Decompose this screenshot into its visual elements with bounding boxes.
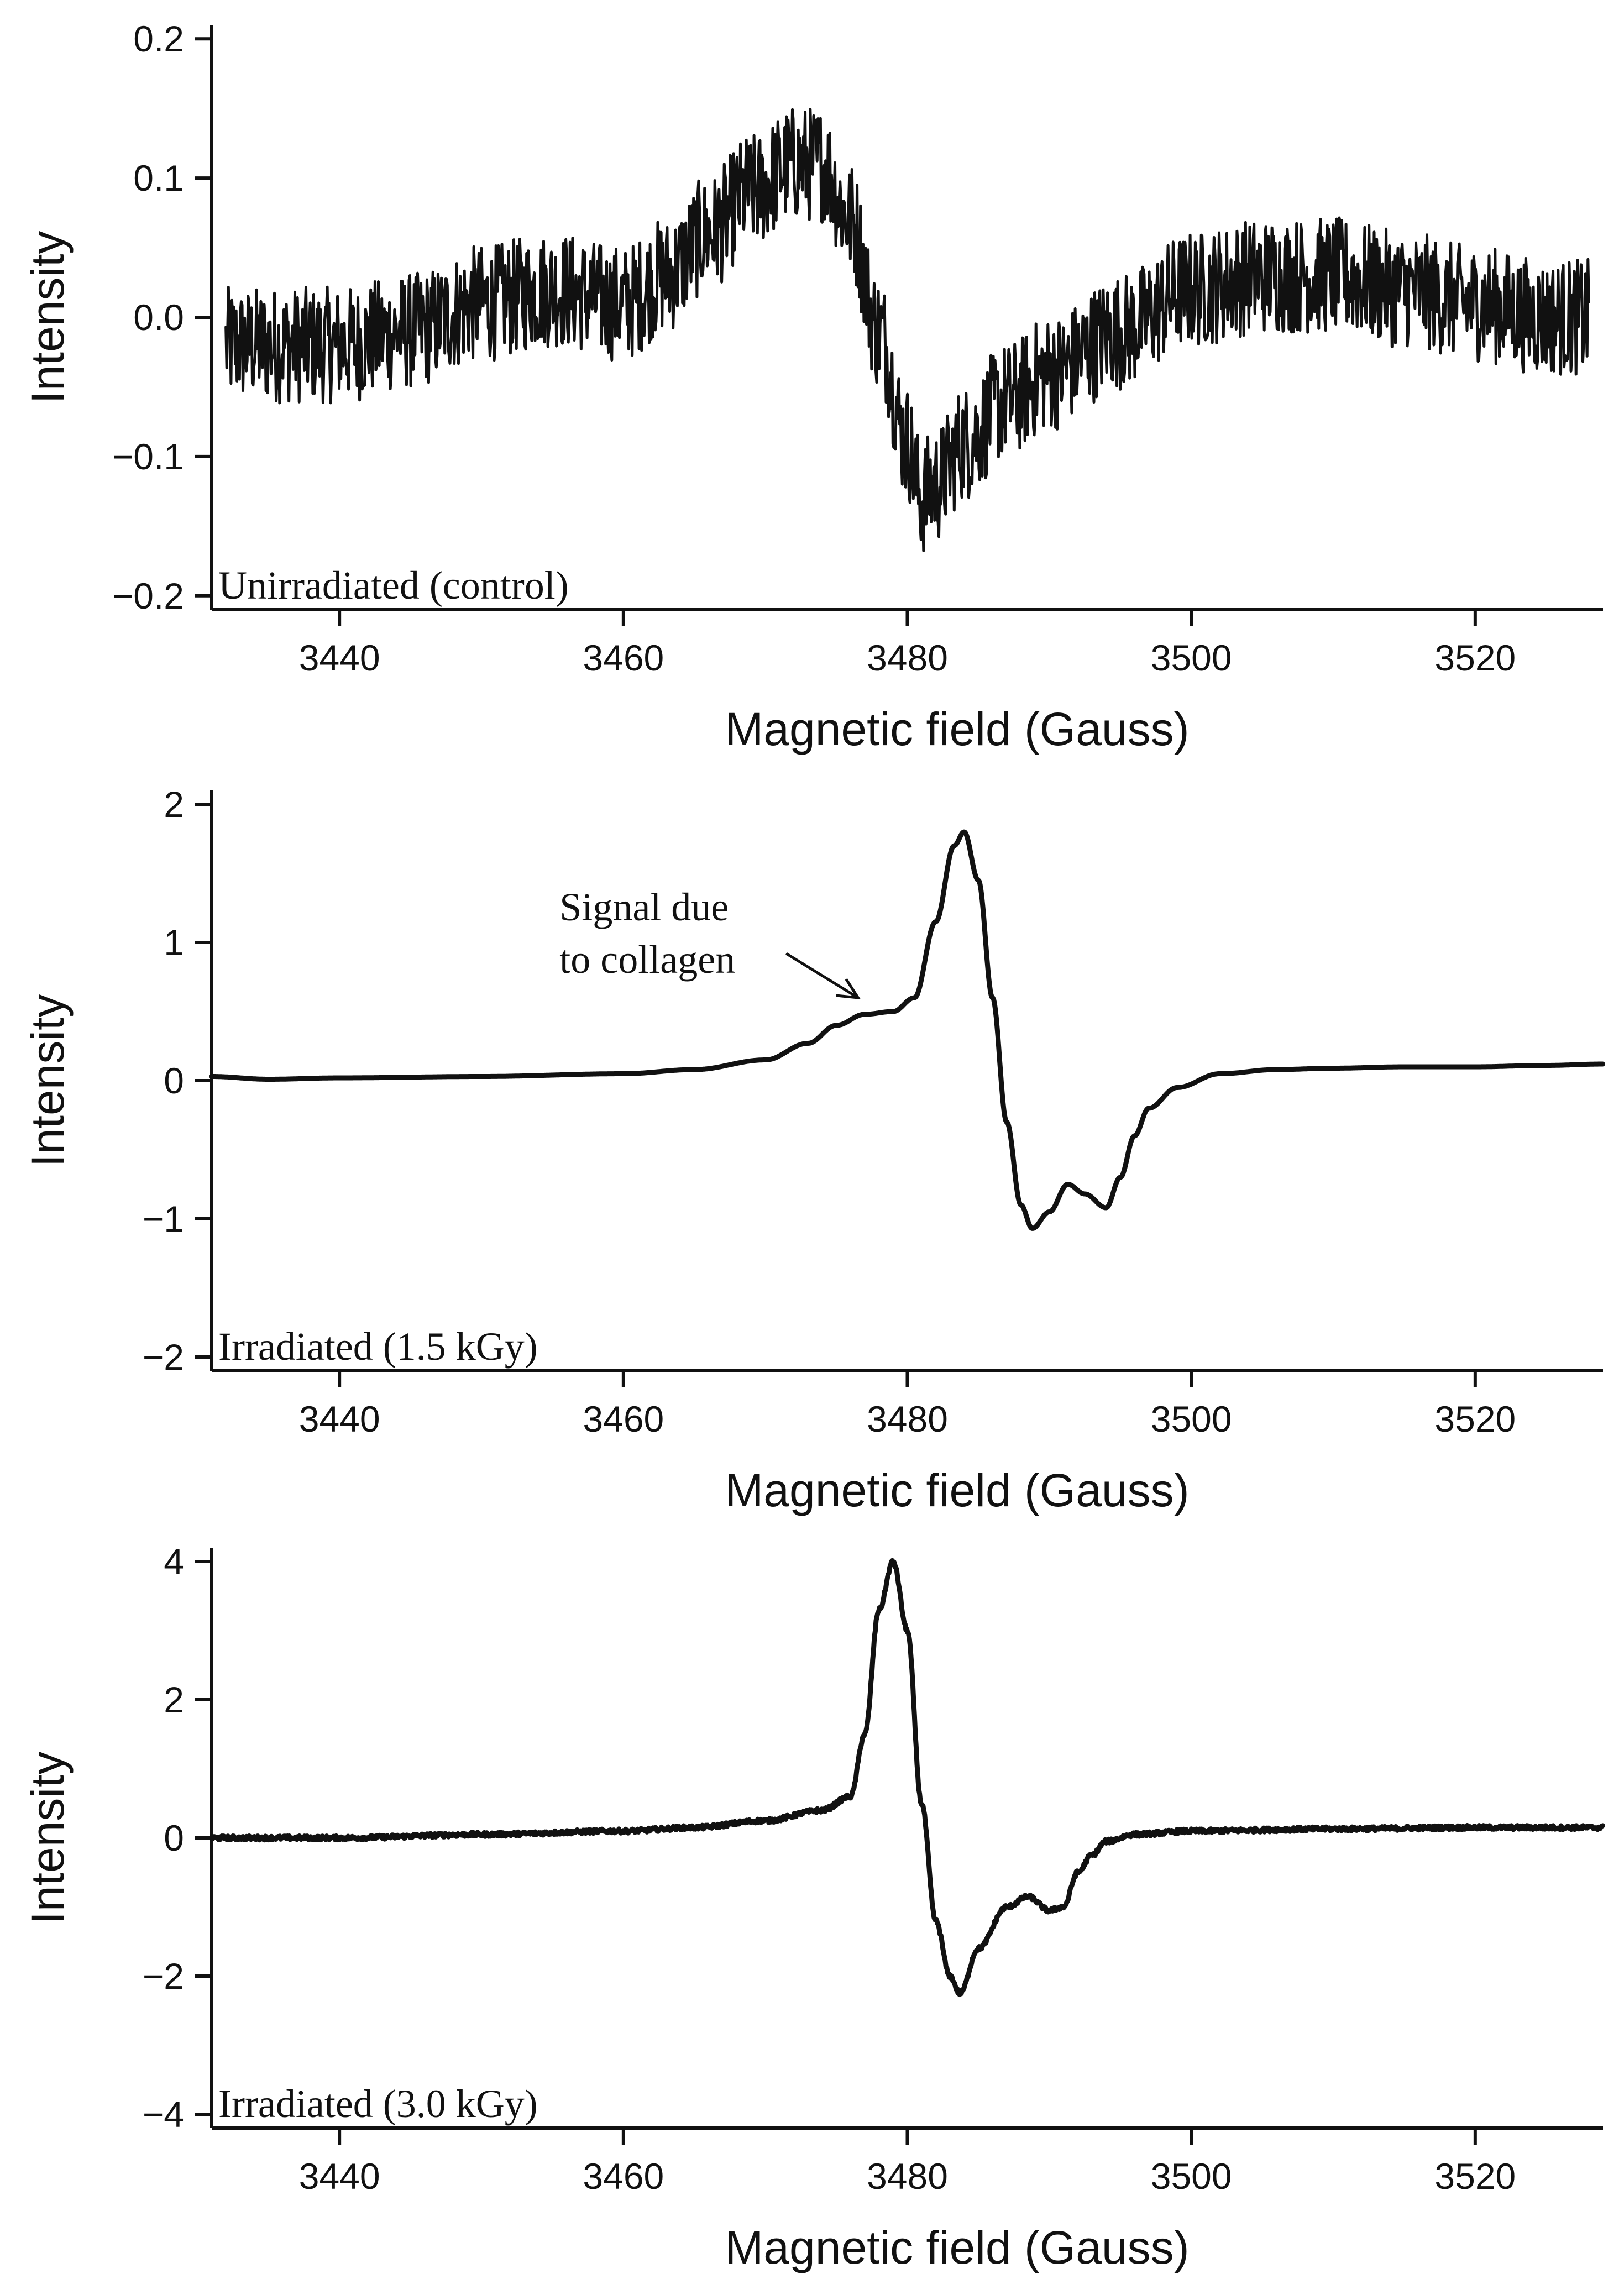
x-tick-label: 3440 [299,1398,380,1439]
chart-panel-3-0-kgy: 4 2 0 −2 −4 3440 3460 3480 3500 3520 Irradiated (… [22,1541,1605,2273]
y-tick-label: 0 [164,1060,184,1101]
x-tick-label: 3460 [583,2156,664,2197]
chart-panel-control: 0.2 0.1 0.0 −0.1 −0.2 3440 3460 3480 3500 3520 Un… [22,18,1603,755]
x-tick-label: 3440 [299,637,380,678]
y-tick-label: −2 [143,1956,184,1997]
y-tick-label: 0.1 [133,158,184,198]
x-tick-label: 3520 [1434,637,1516,678]
x-axis-title: Magnetic field (Gauss) [725,2222,1189,2273]
x-tick-label: 3500 [1151,637,1232,678]
x-tick-label: 3480 [867,637,948,678]
y-tick-label: 1 [164,922,184,963]
annotation-text-line1: Signal due [559,885,729,929]
series-line-3-0-kgy [209,1558,1605,1998]
x-tick-label: 3520 [1434,2156,1516,2197]
panel-label: Irradiated (1.5 kGy) [218,1324,538,1369]
panel-label: Unirradiated (control) [218,563,569,607]
x-tick-label: 3520 [1434,1398,1516,1439]
y-tick-label: −2 [143,1337,184,1377]
x-tick-label: 3460 [583,637,664,678]
y-axis-title: Intensity [22,231,74,404]
collagen-annotation: Signal due to collagen [559,885,861,1000]
annotation-arrow [785,952,859,999]
y-tick-label: 0.0 [133,297,184,338]
y-tick-label: −4 [143,2094,184,2135]
chart-panel-1-5-kgy: 2 1 0 −1 −2 3440 3460 3480 3500 3520 Irradiated (… [22,784,1605,1516]
y-tick-label: 0 [164,1817,184,1858]
x-tick-label: 3480 [867,1398,948,1439]
x-tick-label: 3500 [1151,2156,1232,2197]
y-tick-label: −1 [143,1198,184,1239]
series-line-control [224,108,1590,552]
x-axis-title: Magnetic field (Gauss) [725,1464,1189,1516]
x-tick-label: 3460 [583,1398,664,1439]
y-tick-label: 2 [164,784,184,825]
x-tick-label: 3480 [867,2156,948,2197]
x-axis-title: Magnetic field (Gauss) [725,703,1189,755]
y-tick-label: −0.2 [112,575,184,616]
y-axis-title: Intensity [22,1752,74,1925]
axis-ticks: 0.2 0.1 0.0 −0.1 −0.2 3440 3460 3480 3500 3520 [112,18,1516,678]
arrow-head-icon [836,978,861,1000]
x-tick-label: 3440 [299,2156,380,2197]
y-tick-label: 0.2 [133,18,184,59]
x-tick-label: 3500 [1151,1398,1232,1439]
y-tick-label: −0.1 [112,436,184,477]
panel-label: Irradiated (3.0 kGy) [218,2082,538,2126]
y-axis-title: Intensity [22,994,74,1167]
axis-ticks: 4 2 0 −2 −4 3440 3460 3480 3500 3520 [143,1541,1516,2197]
annotation-text-line2: to collagen [559,937,735,982]
series-line-1-5-kgy [209,829,1605,1231]
y-tick-label: 4 [164,1541,184,1582]
y-tick-label: 2 [164,1679,184,1720]
axis-ticks: 2 1 0 −1 −2 3440 3460 3480 3500 3520 [143,784,1516,1439]
